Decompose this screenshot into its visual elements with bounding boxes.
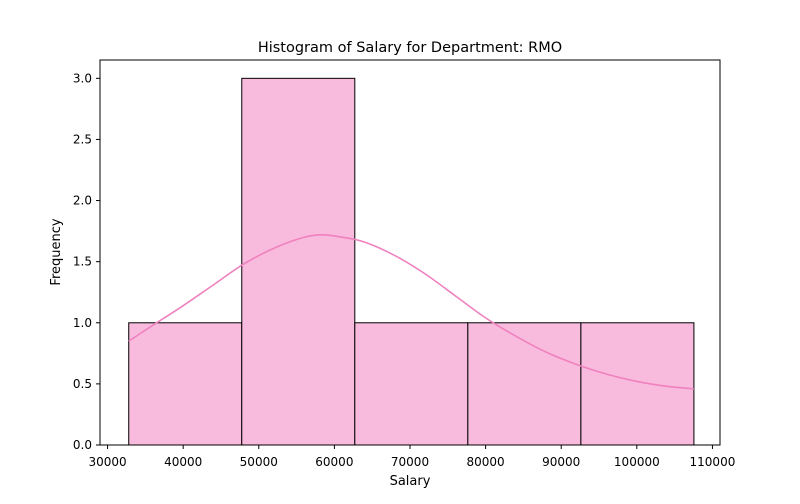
x-tick-label: 50000 [240,455,278,469]
histogram-bar [580,322,695,446]
kde-curve [128,233,694,390]
x-axis-ticks: 30000 40000 50000 60000 70000 80000 90000 10000… [88,445,735,469]
histogram-bar [128,322,243,446]
y-tick-label: 0.5 [73,377,92,391]
histogram-bar [241,77,356,446]
x-tick-label: 100000 [614,455,660,469]
y-tick-label: 1.5 [73,255,92,269]
x-tick-label: 60000 [315,455,353,469]
y-tick-label: 3.0 [73,71,92,85]
y-tick-label: 2.5 [73,132,92,146]
x-tick-label: 90000 [542,455,580,469]
y-tick-label: 2.0 [73,194,92,208]
x-tick-label: 40000 [164,455,202,469]
y-axis-ticks: 0.0 0.5 1.0 1.5 2.0 2.5 3.0 [73,71,100,452]
histogram-bar [354,322,469,446]
y-tick-label: 0.0 [73,438,92,452]
x-tick-label: 30000 [88,455,126,469]
y-axis-label: Frequency [49,218,64,285]
x-tick-label: 110000 [690,455,736,469]
histogram-bar [467,322,582,446]
y-tick-label: 1.0 [73,316,92,330]
x-tick-label: 80000 [467,455,505,469]
chart-title: Histogram of Salary for Department: RMO [258,40,562,56]
histogram-bars [128,77,695,446]
x-tick-label: 70000 [391,455,429,469]
x-axis-label: Salary [390,474,431,489]
